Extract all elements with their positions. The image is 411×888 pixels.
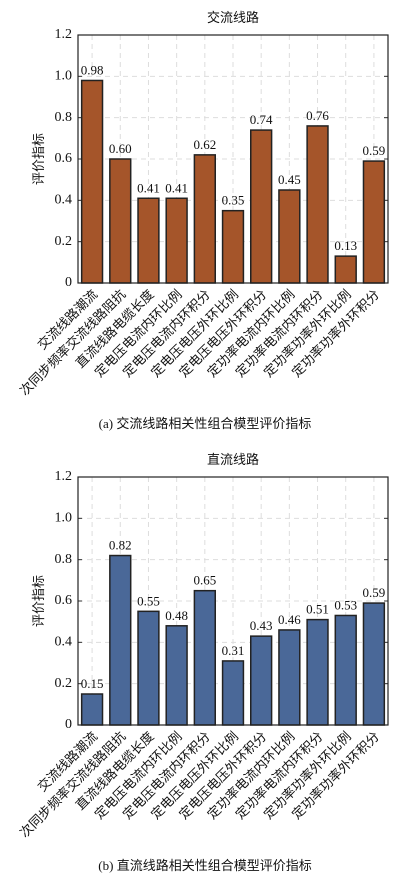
value-label: 0.82	[109, 538, 132, 553]
y-axis-label: 评价指标	[31, 133, 46, 185]
y-tick-label: 0.6	[55, 151, 73, 166]
bar	[278, 629, 301, 726]
value-label: 0.43	[250, 618, 273, 633]
chart-title: 直流线路	[207, 452, 259, 467]
caption: (b) 直流线路相关性组合模型评价指标	[98, 858, 311, 873]
bar	[306, 618, 329, 726]
bar	[334, 614, 357, 726]
value-label: 0.13	[334, 238, 357, 253]
bar	[109, 158, 132, 284]
y-tick-label: 1.0	[55, 511, 73, 526]
value-label: 0.48	[165, 608, 188, 623]
bar	[137, 197, 160, 284]
value-label: 0.59	[363, 585, 386, 600]
bar	[250, 129, 273, 284]
value-label: 0.74	[250, 112, 273, 127]
value-label: 0.15	[81, 676, 104, 691]
value-label: 0.46	[278, 612, 301, 627]
value-label: 0.76	[306, 108, 329, 123]
y-axis-label: 评价指标	[31, 575, 46, 627]
bar	[306, 125, 329, 284]
y-tick-label: 0.2	[55, 676, 73, 691]
bar	[193, 154, 216, 284]
bar	[278, 189, 301, 284]
y-tick-label: 0.2	[55, 234, 73, 249]
plot-frame	[77, 34, 389, 284]
plot-frame	[77, 476, 389, 726]
bar	[137, 610, 160, 726]
y-tick-label: 0.4	[55, 635, 73, 650]
y-tick-label: 0	[65, 275, 72, 290]
y-tick-label: 0	[65, 717, 72, 732]
bar	[221, 660, 245, 726]
bar	[193, 589, 216, 726]
bar	[250, 635, 273, 726]
value-label: 0.62	[193, 137, 216, 152]
value-label: 0.35	[222, 193, 245, 208]
bar	[165, 625, 188, 726]
y-tick-label: 0.8	[55, 110, 73, 125]
y-tick-label: 1.0	[55, 69, 73, 84]
value-label: 0.41	[137, 180, 160, 195]
bar	[362, 602, 386, 726]
y-tick-label: 0.8	[55, 552, 73, 567]
bar	[334, 255, 357, 284]
chart-title: 交流线路	[207, 10, 259, 25]
bar	[165, 197, 188, 284]
value-label: 0.65	[193, 573, 216, 588]
bar	[221, 209, 245, 284]
value-label: 0.31	[222, 643, 245, 658]
value-label: 0.55	[137, 593, 160, 608]
y-tick-label: 0.4	[55, 193, 73, 208]
value-label: 0.53	[334, 597, 357, 612]
value-label: 0.51	[306, 602, 329, 617]
y-tick-label: 1.2	[55, 469, 73, 484]
value-label: 0.41	[165, 180, 188, 195]
bar	[362, 160, 386, 284]
value-label: 0.98	[81, 62, 104, 77]
bar	[80, 79, 104, 284]
y-tick-label: 1.2	[55, 27, 73, 42]
bar	[109, 554, 132, 726]
caption: (a) 交流线路相关性组合模型评价指标	[99, 416, 312, 431]
value-label: 0.59	[363, 143, 386, 158]
y-tick-label: 0.6	[55, 593, 73, 608]
value-label: 0.60	[109, 141, 132, 156]
bar	[80, 693, 104, 726]
value-label: 0.45	[278, 172, 301, 187]
